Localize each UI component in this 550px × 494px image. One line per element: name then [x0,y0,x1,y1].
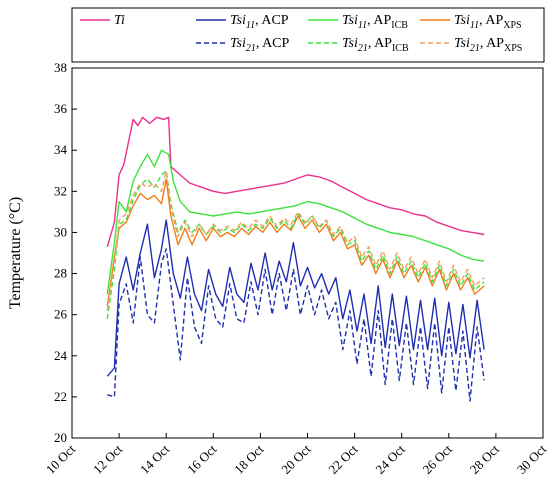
series-line-4 [107,248,485,402]
legend-label-suffix: , ACP [255,13,289,28]
series-line-1 [106,219,485,377]
legend-label-5: Tsi21, APICB [342,36,409,54]
series-layer [106,116,485,402]
y-tick-label: 28 [54,266,67,281]
y-tick-label: 38 [54,60,67,75]
y-tick-label: 24 [54,348,68,363]
y-tick-label: 30 [54,224,67,239]
legend-label-suffix-sub: XPS [504,43,522,54]
series-line-5 [106,170,485,319]
legend-label-main: Tsi [230,13,246,28]
legend-label-suffix: , AP [479,13,503,28]
legend: Ti Tsi11, ACP Tsi11, APICB Tsi11, APXPSTsi2… [71,7,545,63]
legend-label-suffix-sub: ICB [391,20,408,31]
x-tick-label: 12 Oct [90,441,126,477]
x-tick-label: 10 Oct [43,441,79,477]
x-tick-label: 20 Oct [278,441,314,477]
legend-label-sub: 21 [358,43,368,54]
legend-label-3: Tsi11, APXPS [454,13,522,31]
axes: 20 22 24 26 28 30 32 34 36 38 10 Oct 12 Oct 14 Oct 16… [43,60,550,477]
y-tick-label: 36 [54,101,68,116]
x-tick-label: 26 Oct [420,441,456,477]
y-tick-label: 26 [54,307,68,322]
legend-label-4: Tsi21, ACP [230,36,290,54]
y-axis-title: Temperature (°C) [7,197,24,309]
legend-label-main: Tsi [342,36,358,51]
series-line-2 [106,149,485,295]
x-tick-label: 24 Oct [372,441,408,477]
legend-label-2: Tsi11, APICB [342,13,408,31]
legend-label-main: Tsi [230,36,246,51]
legend-box [71,7,545,63]
x-tick-label: 28 Oct [467,441,503,477]
legend-label-0: Ti [114,13,125,28]
legend-label-main: Tsi [454,13,470,28]
legend-label-suffix: , AP [367,13,391,28]
legend-label-suffix-sub: ICB [392,43,409,54]
x-tick-label: 30 Oct [514,441,550,477]
x-tick-label: 18 Oct [231,441,267,477]
legend-label-suffix-sub: XPS [503,20,521,31]
y-tick-label: 34 [54,142,68,157]
legend-label-main: Tsi [342,13,358,28]
series-line-6 [106,170,485,311]
x-tick-label: 22 Oct [325,441,361,477]
legend-label-6: Tsi21, APXPS [454,36,522,54]
legend-label-sub: 21 [246,43,256,54]
legend-label-main: Ti [114,13,125,28]
series-line-0 [106,116,485,247]
y-tick-label: 22 [54,389,67,404]
series-line-3 [106,178,485,307]
legend-label-sub: 11 [246,20,255,31]
x-tick-label: 16 Oct [184,441,220,477]
legend-label-suffix: , ACP [256,36,290,51]
legend-label-sub: 11 [470,20,479,31]
y-tick-label: 32 [54,183,67,198]
legend-label-sub: 11 [358,20,367,31]
y-tick-label: 20 [54,430,67,445]
legend-label-1: Tsi11, ACP [230,13,289,31]
legend-label-suffix: , AP [368,36,392,51]
x-tick-label: 14 Oct [137,441,173,477]
legend-label-suffix: , AP [480,36,504,51]
legend-label-main: Tsi [454,36,470,51]
legend-label-sub: 21 [470,43,480,54]
